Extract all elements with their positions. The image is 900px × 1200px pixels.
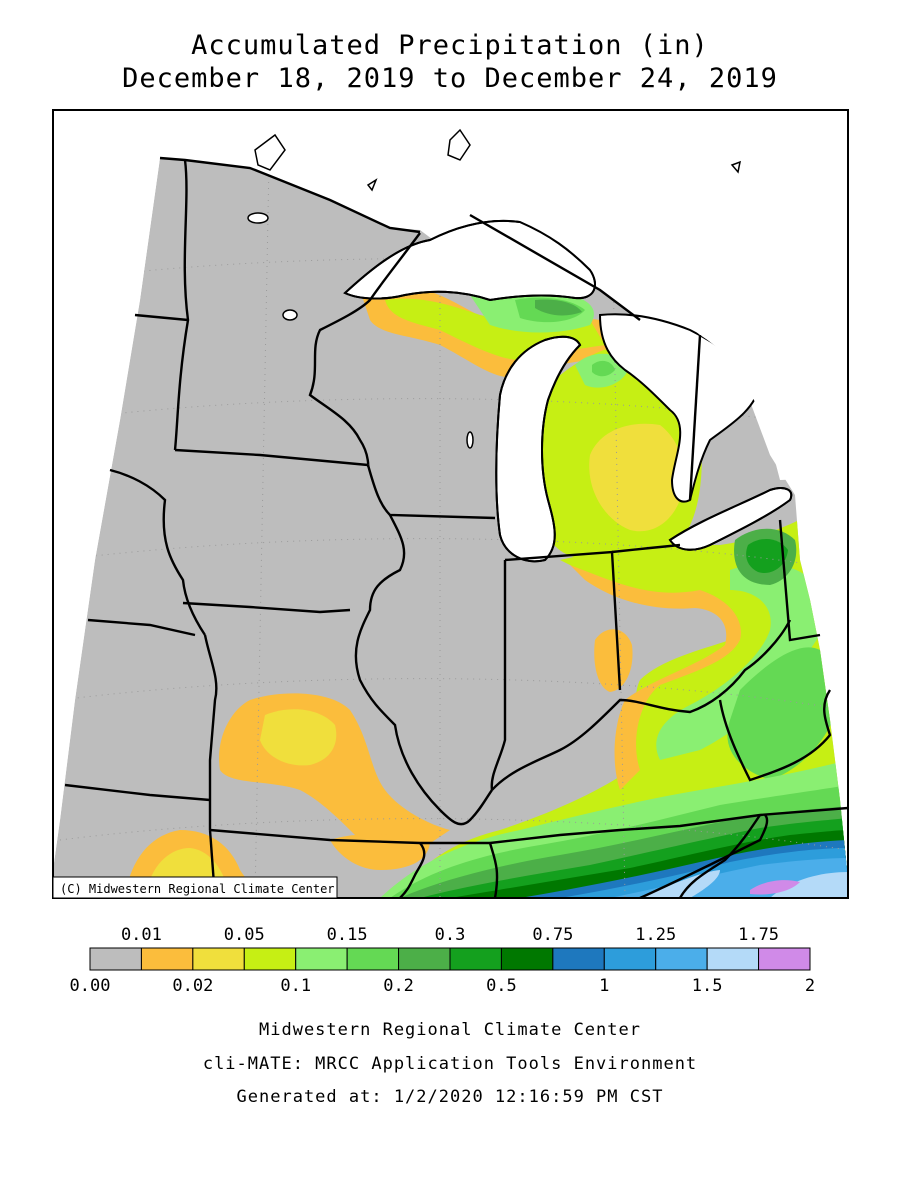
great-lakes bbox=[343, 219, 793, 563]
map-date-range: December 18, 2019 to December 24, 2019 bbox=[122, 63, 778, 94]
illinois-indiana-border bbox=[490, 560, 507, 791]
precip-yellow-missouri bbox=[260, 709, 337, 766]
precip-purple-south bbox=[750, 880, 800, 895]
legend-swatch bbox=[706, 947, 760, 971]
wisconsin-west-border bbox=[308, 232, 421, 468]
copyright-box bbox=[52, 876, 338, 899]
ohio-east-border bbox=[778, 519, 821, 642]
legend-bottom-label: 0.1 bbox=[280, 976, 311, 996]
state-borders bbox=[64, 156, 848, 898]
legend-swatch bbox=[89, 947, 142, 971]
legend-bottom-label: 2 bbox=[805, 976, 815, 996]
legend-swatch bbox=[758, 947, 811, 971]
outer-west-area bbox=[53, 110, 240, 870]
legend-swatch bbox=[552, 947, 605, 971]
legend-swatch bbox=[449, 947, 502, 971]
legend-swatch bbox=[500, 947, 554, 971]
legend-top-label: 0.75 bbox=[532, 925, 573, 945]
missouri-south-border bbox=[209, 828, 490, 845]
legend-swatch bbox=[655, 947, 708, 971]
credit-generated: Generated at: 1/2/2020 12:16:59 PM CST bbox=[236, 1087, 664, 1107]
legend-bottom-label: 1 bbox=[599, 976, 609, 996]
credit-app: cli-MATE: MRCC Application Tools Environ… bbox=[202, 1054, 698, 1074]
precip-darkgreen-ohio bbox=[746, 538, 788, 574]
legend-top-label: 1.25 bbox=[635, 925, 676, 945]
legend-top-label: 0.15 bbox=[327, 925, 368, 945]
legend-bottom-label: 0.00 bbox=[70, 976, 111, 996]
lake-outlines bbox=[343, 219, 793, 563]
missouri-west-border bbox=[203, 634, 218, 830]
legend-bottom-label: 0.02 bbox=[172, 976, 213, 996]
illinois-west-border bbox=[354, 514, 493, 826]
legend-top-label: 0.3 bbox=[435, 925, 466, 945]
legend-bottom-label: 0.5 bbox=[486, 976, 517, 996]
canada-area bbox=[240, 110, 848, 480]
precip-green-appalachia bbox=[727, 647, 840, 780]
legend-bottom-label: 0.2 bbox=[383, 976, 414, 996]
tennessee-north-border bbox=[489, 806, 848, 845]
legend-swatch bbox=[603, 947, 657, 971]
precip-paleblue-south bbox=[770, 872, 848, 898]
ohio-river bbox=[491, 619, 792, 791]
iowa-west-border bbox=[109, 468, 206, 636]
copyright-text: (C) Midwestern Regional Climate Center bbox=[60, 882, 335, 896]
legend-top-label: 0.01 bbox=[121, 925, 162, 945]
legend-top-label: 0.05 bbox=[224, 925, 265, 945]
illinois-north-border bbox=[366, 464, 496, 520]
iowa-north-border bbox=[174, 448, 369, 467]
precip-yellow-michigan bbox=[589, 423, 684, 532]
precip-orange-indiana bbox=[594, 629, 633, 692]
map-frame bbox=[52, 109, 849, 899]
legend-swatch bbox=[295, 947, 348, 971]
legend-swatch bbox=[243, 947, 297, 971]
legend-top-label: 1.75 bbox=[738, 925, 779, 945]
islands bbox=[247, 128, 742, 449]
canada-border bbox=[159, 156, 421, 234]
legend-swatch bbox=[192, 947, 245, 971]
credit-org: Midwestern Regional Climate Center bbox=[259, 1020, 641, 1040]
map-title: Accumulated Precipitation (in) bbox=[191, 30, 709, 61]
legend-bottom-label: 1.5 bbox=[692, 976, 723, 996]
legend-swatch bbox=[346, 947, 400, 971]
legend-swatch bbox=[140, 947, 194, 971]
legend-swatch bbox=[398, 947, 451, 971]
precip-legend: 0.01 0.05 0.15 0.3 0.75 1.25 1.75 0.00 0.02 0.1 0.… bbox=[70, 925, 816, 996]
iowa-south-border bbox=[182, 601, 351, 614]
